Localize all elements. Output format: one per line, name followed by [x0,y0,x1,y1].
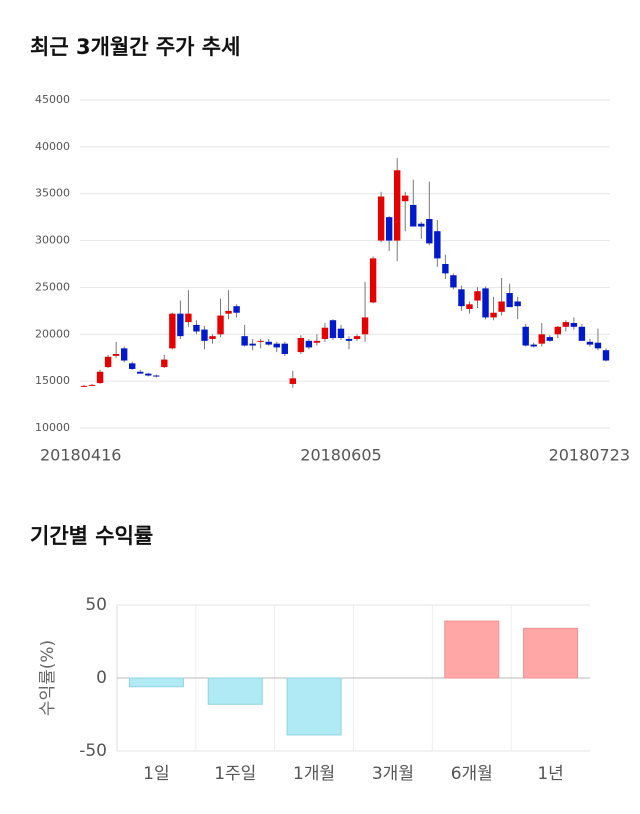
y-tick-label: 45000 [35,93,70,106]
candle-body [450,275,457,288]
y-axis-label: 수익률(%) [38,640,58,716]
y-tick-label: 30000 [35,234,70,247]
candle-body [217,315,224,335]
candle-body [482,288,489,318]
candle-body [434,231,441,259]
candle-body [104,356,112,368]
candle-body [426,219,433,244]
candle-body [578,326,586,341]
x-tick-label: 3개월 [372,764,414,784]
candle-body [369,258,377,303]
candle-body [321,327,329,339]
candle-body [377,196,385,241]
candle-body [201,329,208,341]
candle-body [177,313,184,337]
candle-body [594,342,602,349]
y-tick-label: 20000 [35,327,70,340]
candle-body [393,170,401,241]
candle-body [498,301,505,312]
candle-body [273,343,280,348]
candle-body [546,337,553,341]
candle-body [169,313,176,349]
candle-body [530,344,537,347]
y-tick-label: 0 [96,668,107,688]
candle-body [385,217,393,241]
candle-body [458,289,465,307]
x-tick-label: 1개월 [293,764,335,784]
y-tick-label: 15000 [35,374,70,387]
candle-body [153,375,160,377]
candle-body [305,340,313,348]
bar [444,620,500,679]
candle-body [120,348,128,361]
candle-body [249,343,256,346]
bar [523,627,579,679]
candle-body [570,323,578,327]
candle-body [410,204,417,227]
x-tick-label: 1주일 [214,764,256,784]
candle-body [80,385,88,387]
candle-body [353,336,361,339]
x-tick-label: 20180416 [40,446,121,465]
candle-body [418,223,425,227]
y-tick-label: 40000 [35,140,70,153]
candle-body [193,324,200,332]
candle-body [209,336,216,339]
x-tick-label: 1일 [143,764,169,784]
candle-body [88,384,96,386]
candle-body [281,343,288,354]
candle-body [490,312,497,318]
candle-body [112,353,120,356]
candle-body [128,363,136,369]
y-tick-label: -50 [79,741,107,761]
candle-body [329,320,337,339]
candle-body [442,264,449,274]
candle-body [522,326,529,346]
candle-body [602,350,610,361]
candle-body [402,195,409,202]
chart-title: 기간별 수익률 [30,524,153,548]
candle-body [506,293,513,308]
candle-body [241,336,248,346]
candle-body [137,371,144,374]
x-tick-label: 20180605 [300,446,381,465]
x-tick-label: 20180723 [549,446,630,465]
candle-body [96,371,104,384]
bar [128,677,184,688]
candle-body [337,328,345,339]
candle-body [265,341,272,345]
candle-body [145,373,152,376]
candle-body [185,313,192,323]
candle-body [297,338,305,353]
candle-body [225,310,232,314]
y-tick-label: 50 [85,595,107,615]
x-tick-label: 6개월 [451,764,493,784]
candle-body [289,378,297,384]
candle-body [361,317,369,335]
candle-body [554,326,562,335]
candle-body [474,291,481,301]
candle-body [233,306,240,313]
bar [207,677,263,705]
candle-body [257,340,264,342]
candle-body [313,340,321,343]
candle-body [538,334,545,344]
candle-body [161,359,168,368]
x-tick-label: 1년 [537,764,563,784]
candle-body [466,304,473,309]
candle-body [514,301,521,307]
y-tick-label: 10000 [35,421,70,434]
y-tick-label: 25000 [35,280,70,293]
candle-body [586,341,594,345]
candle-body [345,338,353,341]
chart-title: 최근 3개월간 주가 추세 [30,35,240,59]
bar [286,677,342,736]
y-tick-label: 35000 [35,187,70,200]
candle-body [562,322,570,327]
